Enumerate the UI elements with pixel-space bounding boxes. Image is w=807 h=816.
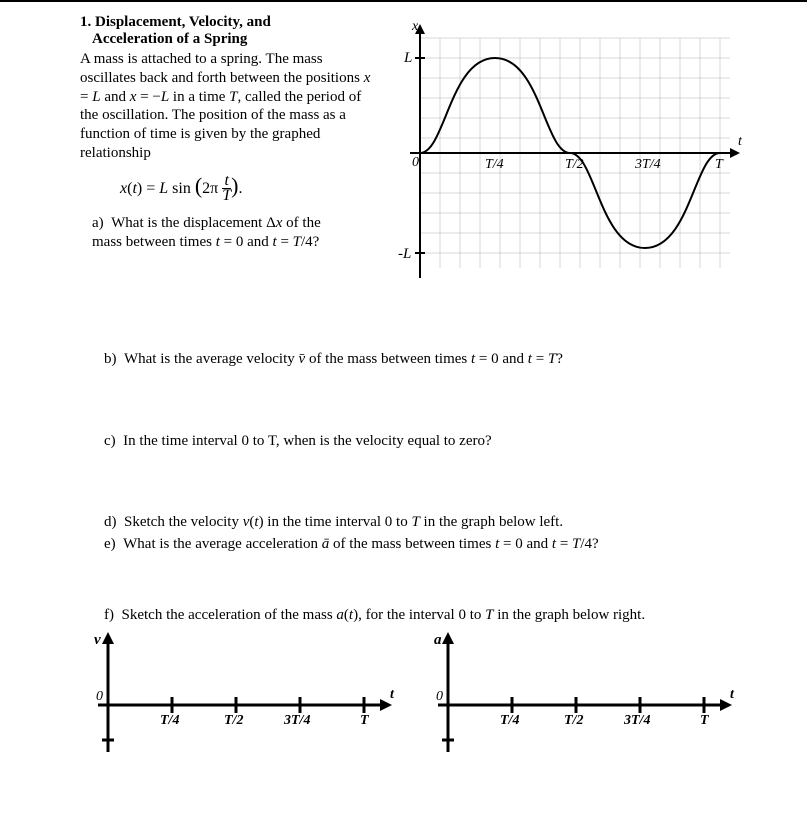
svg-text:0: 0 bbox=[436, 689, 443, 704]
svg-text:t: t bbox=[730, 687, 735, 702]
title-line-2: Acceleration of a Spring bbox=[80, 31, 380, 48]
problem-paragraph: A mass is attached to a spring. The mass… bbox=[80, 50, 380, 163]
xtick-T2: T/2 bbox=[565, 157, 584, 172]
question-b: b) What is the average velocity v̄ of th… bbox=[80, 350, 747, 370]
svg-text:T/2: T/2 bbox=[564, 713, 583, 728]
svg-text:t: t bbox=[738, 134, 743, 149]
svg-text:T/4: T/4 bbox=[500, 713, 519, 728]
top-row: 1. Displacement, Velocity, and Accelerat… bbox=[80, 14, 747, 288]
xtick-T4: T/4 bbox=[485, 157, 504, 172]
question-c: c) In the time interval 0 to T, when is … bbox=[80, 432, 747, 452]
acceleration-graph: a 0 T/4 T/2 3T/4 T t bbox=[420, 630, 740, 760]
question-f: f) Sketch the acceleration of the mass a… bbox=[80, 606, 747, 626]
svg-text:T/4: T/4 bbox=[160, 713, 179, 728]
question-e: e) What is the average acceleration ā of… bbox=[80, 535, 747, 555]
svg-text:3T/4: 3T/4 bbox=[623, 713, 650, 728]
xtick-T: T bbox=[715, 157, 724, 172]
svg-text:0: 0 bbox=[96, 689, 103, 704]
svg-text:a: a bbox=[434, 632, 442, 648]
question-d: d) Sketch the velocity v(t) in the time … bbox=[80, 513, 747, 533]
svg-text:T: T bbox=[360, 713, 370, 728]
position-graph: x L -L 0 T/4 T/2 3T/4 T t bbox=[390, 14, 750, 288]
velocity-graph: v 0 T/4 T/2 3T/4 T t bbox=[80, 630, 400, 760]
svg-text:v: v bbox=[94, 632, 101, 648]
problem-text-column: 1. Displacement, Velocity, and Accelerat… bbox=[80, 14, 390, 253]
page: 1. Displacement, Velocity, and Accelerat… bbox=[0, 0, 807, 816]
xtick-3T4: 3T/4 bbox=[634, 157, 661, 172]
svg-text:T: T bbox=[700, 713, 710, 728]
equation-x-of-t: x(t) = L sin (2π tT). bbox=[120, 173, 380, 204]
title-line-1: 1. Displacement, Velocity, and bbox=[80, 14, 380, 31]
svg-text:T/2: T/2 bbox=[224, 713, 243, 728]
svg-text:0: 0 bbox=[412, 155, 419, 170]
question-a: a) What is the displacement Δx of the ma… bbox=[80, 214, 380, 253]
svg-text:3T/4: 3T/4 bbox=[283, 713, 310, 728]
ylabel-L: L bbox=[403, 50, 412, 66]
position-graph-svg: x L -L 0 T/4 T/2 3T/4 T t bbox=[390, 18, 750, 288]
svg-text:x: x bbox=[411, 19, 419, 34]
bottom-graphs-row: v 0 T/4 T/2 3T/4 T t a 0 bbox=[80, 630, 747, 760]
ylabel-minus-L: -L bbox=[398, 246, 411, 262]
svg-text:t: t bbox=[390, 687, 395, 702]
